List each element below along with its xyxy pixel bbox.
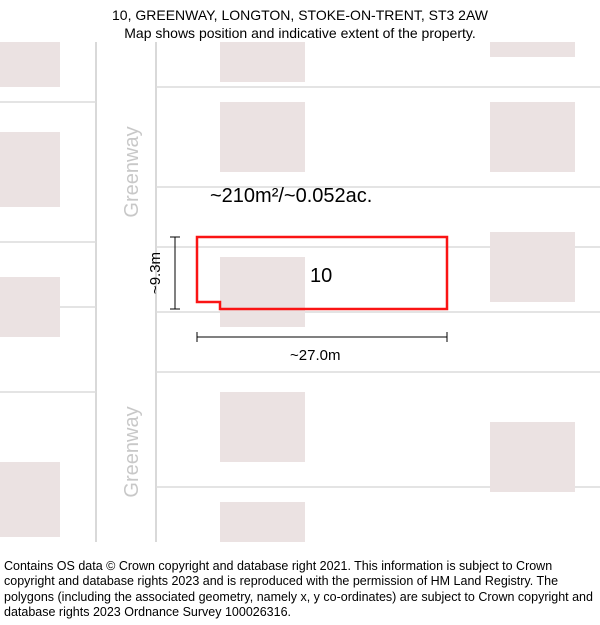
road-label-top: Greenway [121, 126, 143, 217]
height-label: ~9.3m [147, 252, 164, 294]
map-svg: Greenway Greenway ~210m²/~0.052ac. 10 ~27.0m… [0, 42, 600, 542]
map-canvas: Greenway Greenway ~210m²/~0.052ac. 10 ~27.0m… [0, 42, 600, 542]
map-header: 10, GREENWAY, LONGTON, STOKE-ON-TRENT, S… [0, 0, 600, 42]
copyright-text: Contains OS data © Crown copyright and d… [4, 559, 593, 620]
plot-number: 10 [310, 265, 332, 287]
area-label: ~210m²/~0.052ac. [210, 185, 372, 207]
width-label: ~27.0m [290, 347, 340, 364]
copyright-footer: Contains OS data © Crown copyright and d… [4, 559, 596, 622]
subtitle-line: Map shows position and indicative extent… [0, 24, 600, 42]
road-label-bottom: Greenway [121, 406, 143, 497]
address-line: 10, GREENWAY, LONGTON, STOKE-ON-TRENT, S… [0, 6, 600, 24]
